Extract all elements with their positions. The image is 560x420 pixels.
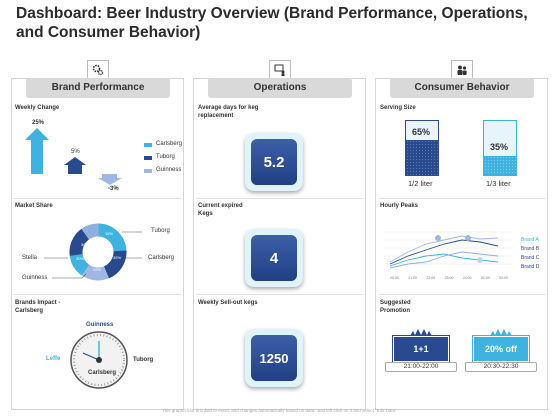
sellout-kegs-kpi: 1250 <box>245 329 303 387</box>
market-share-label: Market Share <box>15 203 53 209</box>
hourly-peaks-chart <box>384 231 512 269</box>
slice-label-5: 30% <box>81 242 90 247</box>
serving-size-label: Serving Size <box>380 105 416 111</box>
time-tick: 23:00 <box>444 276 454 280</box>
impact-gauge <box>70 331 128 389</box>
starburst-icon <box>410 329 432 336</box>
divider <box>196 294 363 295</box>
operations-header: Operations <box>208 78 352 98</box>
market-label-stella: Stella <box>22 255 38 261</box>
brands-impact-label: Brands Impact - Carlsberg <box>15 300 61 314</box>
divider <box>378 294 545 295</box>
time-tick: 22:00 <box>426 276 436 280</box>
weekly-change-arrows <box>25 128 122 185</box>
sellout-kegs-label: Weekly Sell-out kegs <box>198 300 258 306</box>
impact-top-label: Guinness <box>86 322 114 328</box>
slice-label-3: 30% <box>76 256 85 261</box>
divider <box>378 198 545 199</box>
sellout-kegs-value: 1250 <box>251 335 297 381</box>
footer-note: This graph/chart is linked to excel, and… <box>161 408 399 413</box>
guinness-arrow <box>98 174 122 185</box>
promotion-badge-2: 20% off <box>472 335 530 363</box>
legend-swatch-tuborg <box>144 156 152 160</box>
market-label-guinness: Guinness <box>22 275 48 281</box>
time-tick: 24:00 <box>462 276 472 280</box>
time-tick: 21:00 <box>408 276 417 280</box>
hourly-peaks-label: Hourly Peaks <box>380 203 419 209</box>
market-label-carlsberg: Carlsberg <box>148 255 175 261</box>
impact-left-label: Leffe <box>46 356 61 362</box>
time-tick: 02:00 <box>499 276 508 280</box>
weekly-value-3: -3% <box>108 186 119 192</box>
keg-replacement-value: 5.2 <box>251 139 297 185</box>
weekly-value-2: 5% <box>71 149 80 155</box>
legend-carlsberg: Carlsberg <box>156 141 183 147</box>
legend-swatch-guinness <box>144 169 152 173</box>
slice-label-1: 15% <box>105 231 114 236</box>
time-tick: 20:00 <box>390 276 399 280</box>
serving-pct-third: 35% <box>490 142 509 152</box>
slice-label-4: 20% <box>93 267 102 272</box>
consumer-behavior-header: Consumer Behavior <box>390 78 534 98</box>
serving-fill-half <box>406 139 438 175</box>
expired-kegs-value: 4 <box>251 235 297 281</box>
suggested-promotion-label: Suggested Promotion <box>380 300 411 314</box>
impact-right-label: Tuborg <box>133 357 154 363</box>
keg-replacement-kpi: 5.2 <box>245 133 303 191</box>
carlsberg-arrow <box>25 128 49 174</box>
legend-brand-a: Brand A <box>521 237 539 243</box>
slice-label-6: 35% <box>95 238 104 243</box>
legend-tuborg: Tuborg <box>156 154 175 160</box>
presenter-icon <box>269 60 291 78</box>
serving-pct-half: 65% <box>412 127 431 137</box>
serving-fill-third <box>484 156 516 175</box>
hourly-time-axis: 20:00 21:00 22:00 23:00 24:00 01:00 02:0… <box>390 276 508 280</box>
serving-name-half: 1/2 liter <box>408 179 433 188</box>
time-tick: 01:00 <box>481 276 490 280</box>
keg-replacement-label: Average days for keg replacement <box>198 105 259 119</box>
legend-guinness: Guinness <box>156 167 182 173</box>
legend-brand-c: Brand C <box>521 255 540 261</box>
serving-name-third: 1/3 liter <box>486 179 511 188</box>
legend-swatch-carlsberg <box>144 143 152 147</box>
weekly-value-1: 25% <box>32 120 45 126</box>
serving-glass-third <box>483 120 517 176</box>
expired-kegs-label: Current expired Kegs <box>198 203 243 217</box>
legend-brand-b: Brand B <box>521 246 540 252</box>
brand-performance-header: Brand Performance <box>26 78 170 98</box>
market-label-tuborg: Tuborg <box>151 228 170 234</box>
expired-kegs-kpi: 4 <box>245 229 303 287</box>
brand-b-line <box>389 239 499 265</box>
people-icon <box>451 60 473 78</box>
promotion-time-2: 20:30-22:30 <box>465 362 537 372</box>
market-share-donut <box>69 223 127 281</box>
promotion-badge-1: 1+1 <box>392 335 450 363</box>
slice-label-2: 35% <box>113 255 122 260</box>
market-share-leaders <box>44 231 142 279</box>
starburst-icon <box>490 329 512 336</box>
page-title: Dashboard: Beer Industry Overview (Brand… <box>16 5 528 41</box>
gears-icon <box>87 60 109 78</box>
tuborg-arrow <box>64 157 86 174</box>
divider <box>14 294 181 295</box>
promotion-time-1: 21:00-22:00 <box>385 362 457 372</box>
weekly-change-label: Weekly Change <box>15 105 60 111</box>
legend-brand-d: Brand D <box>521 264 540 270</box>
divider <box>14 198 181 199</box>
slice-guinness-b <box>69 223 127 281</box>
divider <box>196 198 363 199</box>
slice-other <box>69 223 127 281</box>
impact-bottom-label: Carlsberg <box>88 370 117 376</box>
brand-d-line <box>389 251 499 269</box>
serving-glass-half <box>405 120 439 176</box>
brand-a-line <box>389 235 499 263</box>
